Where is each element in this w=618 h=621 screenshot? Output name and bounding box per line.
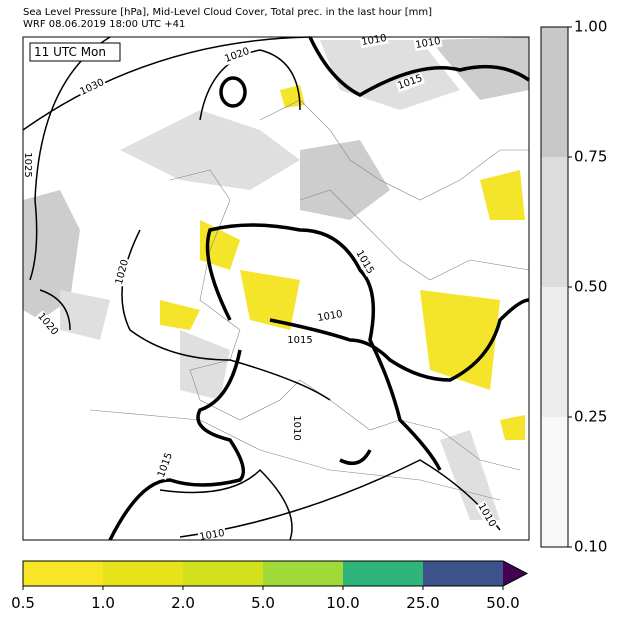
precip-colorbar-segment [183, 561, 263, 586]
precip-colorbar-tick-label: 25.0 [406, 594, 439, 612]
cloud-colorbar-segment [541, 27, 568, 157]
precip-colorbar-segment [263, 561, 343, 586]
precip-colorbar-tick-label: 50.0 [486, 594, 519, 612]
cloud-colorbar-tick-label: 0.75 [574, 148, 607, 166]
isobar-label: 1010 [415, 36, 442, 51]
isobar-label-bg [395, 72, 425, 93]
title: Sea Level Pressure [hPa], Mid-Level Clou… [23, 7, 432, 18]
isobar-label: 1025 [22, 152, 33, 177]
isobar-label-bg [34, 310, 61, 339]
precip-colorbar-tick-label: 0.5 [11, 594, 35, 612]
cloud-colorbar-tick-label: 0.50 [574, 278, 607, 296]
map-frame [22, 36, 530, 541]
isobar-label-bg [197, 527, 227, 544]
precip-colorbar-frame [22, 560, 529, 587]
cloud-colorbar-segment [541, 287, 568, 417]
isobar-label-bg [315, 308, 345, 325]
cloud-cover [23, 37, 529, 520]
isobar-label-bg [286, 335, 314, 346]
isobar-label: 1015 [287, 335, 312, 346]
coastlines [89, 99, 530, 501]
isobar-label-bg [222, 45, 252, 66]
isobar-label-bg [22, 151, 33, 179]
subtitle: WRF 08.06.2019 18:00 UTC +41 [23, 19, 185, 30]
precip-colorbar-tick-label: 2.0 [171, 594, 195, 612]
cloud-colorbar-tick-label: 0.10 [574, 538, 607, 556]
isobar-label: 1010 [291, 415, 302, 440]
cloud-colorbar-segment [541, 157, 568, 287]
time-label: 11 UTC Mon [34, 45, 106, 59]
isobar-label-bg [474, 500, 499, 530]
isobar-label-bg [77, 76, 107, 99]
isobar-label: 1010 [317, 309, 344, 324]
precip-colorbar-tick-label: 1.0 [91, 594, 115, 612]
cloud-colorbar-tick-label: 0.25 [574, 408, 607, 426]
precip-colorbar-segment [23, 561, 103, 586]
time-label-box [29, 42, 121, 62]
cloud-colorbar-tick-label: 1.00 [574, 18, 607, 36]
precip-colorbar-segment [343, 561, 423, 586]
isobar-label-bg [113, 257, 132, 287]
isobars [22, 36, 530, 541]
precip-colorbar-tick-label: 5.0 [251, 594, 275, 612]
precip-colorbar-segment [423, 561, 503, 586]
isobar-label-bg [352, 247, 377, 277]
isobar-label-bg [291, 414, 302, 442]
isobar-label-bg [413, 35, 443, 52]
isobar-label-bg [155, 450, 176, 480]
precip-colorbar-segment [103, 561, 183, 586]
isobar-label: 1010 [199, 528, 226, 543]
cloud-colorbar-segment [541, 417, 568, 547]
precipitation [160, 85, 525, 440]
precip-colorbar-extend [503, 561, 527, 586]
precip-colorbar-tick-label: 10.0 [326, 594, 359, 612]
